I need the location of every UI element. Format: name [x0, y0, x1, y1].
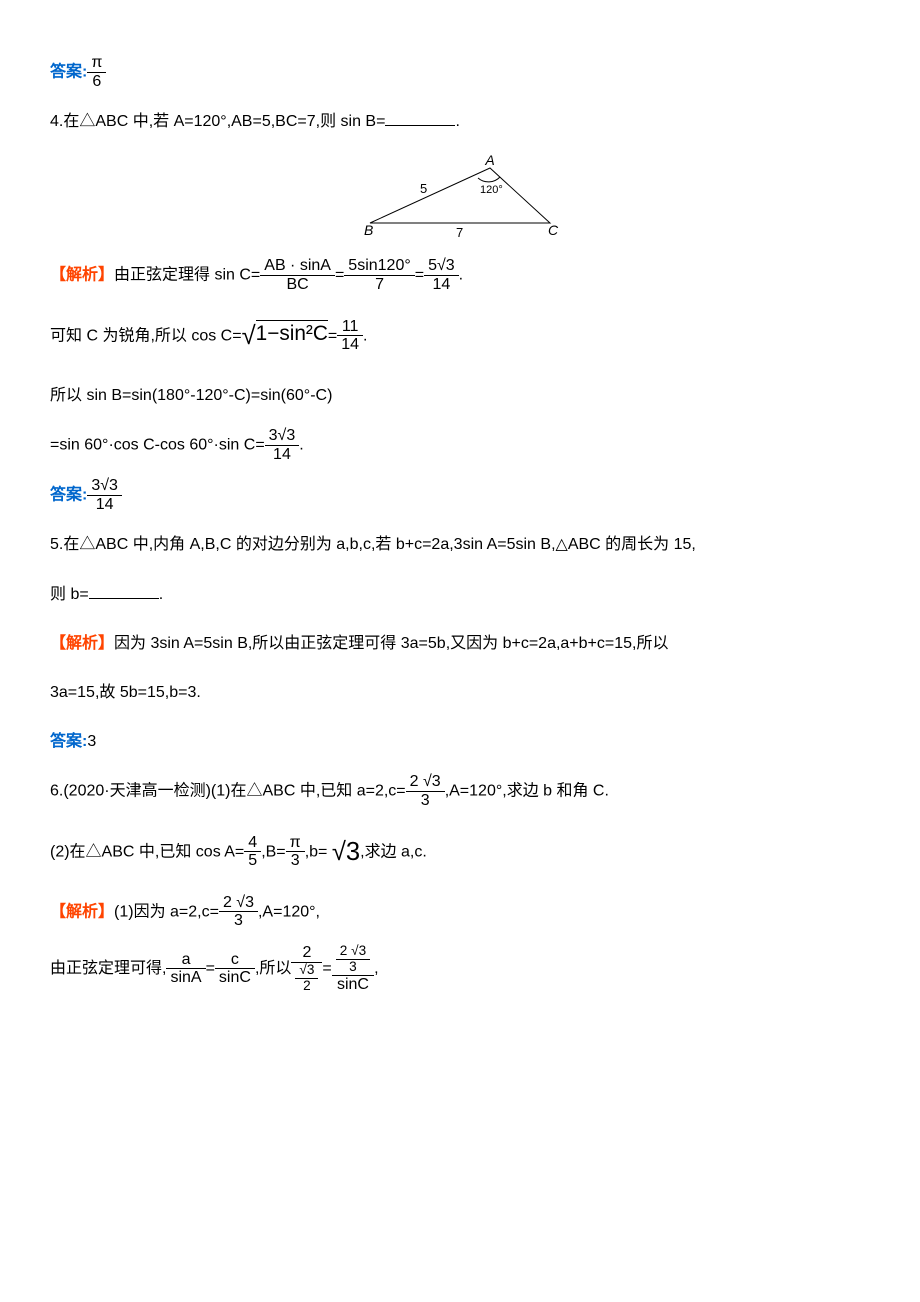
frac: 5sin120°7 — [344, 257, 414, 293]
q4-analysis-3: 所以 sin B=sin(180°-120°-C)=sin(60°-C) — [50, 378, 870, 413]
vertex-b: B — [364, 222, 373, 238]
question-6-part1: 6.(2020·天津高一检测)(1)在△ABC 中,已知 a=2,c=2 √33… — [50, 773, 870, 809]
blank — [89, 582, 159, 599]
sqrt-icon: √ — [242, 322, 256, 350]
answer-4: 答案:3√314 — [50, 477, 870, 513]
side-bc-label: 7 — [456, 225, 463, 240]
sqrt-body: 1−sin²C — [256, 320, 328, 345]
nested-frac-2: 2 √33sinC — [332, 944, 374, 994]
q6-analysis-1: 【解析】(1)因为 a=2,c=2 √33,A=120°, — [50, 894, 870, 930]
analysis-label: 【解析】 — [50, 267, 114, 284]
nested-frac-1: 2√32 — [291, 944, 322, 994]
frac: π3 — [286, 834, 305, 870]
triangle-figure: A B C 5 7 120° — [350, 153, 570, 243]
answer-label: 答案: — [50, 63, 87, 80]
frac: 3√314 — [87, 477, 122, 513]
frac: 2 √33 — [219, 894, 258, 930]
frac: asinA — [166, 951, 205, 987]
frac: AB · sinABC — [260, 257, 335, 293]
frac-pi-6: π6 — [87, 54, 106, 90]
q4-analysis-4: =sin 60°·cos C-cos 60°·sin C=3√314. — [50, 427, 870, 463]
q4-text-b: . — [455, 113, 459, 130]
blank — [385, 109, 455, 126]
vertex-a: A — [484, 153, 494, 168]
q4-analysis-2: 可知 C 为锐角,所以 cos C=√1−sin²C=1114. — [50, 308, 870, 364]
question-6-part2: (2)在△ABC 中,已知 cos A=45,B=π3,b= √3,求边 a,c… — [50, 824, 870, 880]
side-ab-label: 5 — [420, 181, 427, 196]
answer-label: 答案: — [50, 733, 87, 750]
frac: 5√314 — [424, 257, 459, 293]
q4-text-a: 4.在△ABC 中,若 A=120°,AB=5,BC=7,则 sin B= — [50, 113, 385, 130]
answer-5: 答案:3 — [50, 724, 870, 759]
question-5-line2: 则 b=. — [50, 577, 870, 612]
sqrt3: √3 — [332, 838, 360, 866]
frac: 45 — [244, 834, 261, 870]
angle-label: 120° — [480, 184, 503, 196]
frac: csinC — [215, 951, 255, 987]
answer-label: 答案: — [50, 487, 87, 504]
analysis-label: 【解析】 — [50, 635, 114, 652]
q4-analysis-1: 【解析】由正弦定理得 sin C=AB · sinABC=5sin120°7=5… — [50, 257, 870, 293]
analysis-label: 【解析】 — [50, 903, 114, 920]
frac: 1114 — [337, 318, 363, 354]
q6-analysis-2: 由正弦定理可得,asinA=csinC,所以2√32=2 √33sinC, — [50, 944, 870, 994]
frac: 3√314 — [265, 427, 300, 463]
frac: 2 √33 — [406, 773, 445, 809]
question-5-line1: 5.在△ABC 中,内角 A,B,C 的对边分别为 a,b,c,若 b+c=2a… — [50, 527, 870, 562]
q5-analysis-2: 3a=15,故 5b=15,b=3. — [50, 675, 870, 710]
answer-3: 答案:π6 — [50, 54, 870, 90]
q5-analysis-1: 【解析】因为 3sin A=5sin B,所以由正弦定理可得 3a=5b,又因为… — [50, 626, 870, 661]
question-4: 4.在△ABC 中,若 A=120°,AB=5,BC=7,则 sin B=. — [50, 104, 870, 139]
vertex-c: C — [548, 222, 559, 238]
